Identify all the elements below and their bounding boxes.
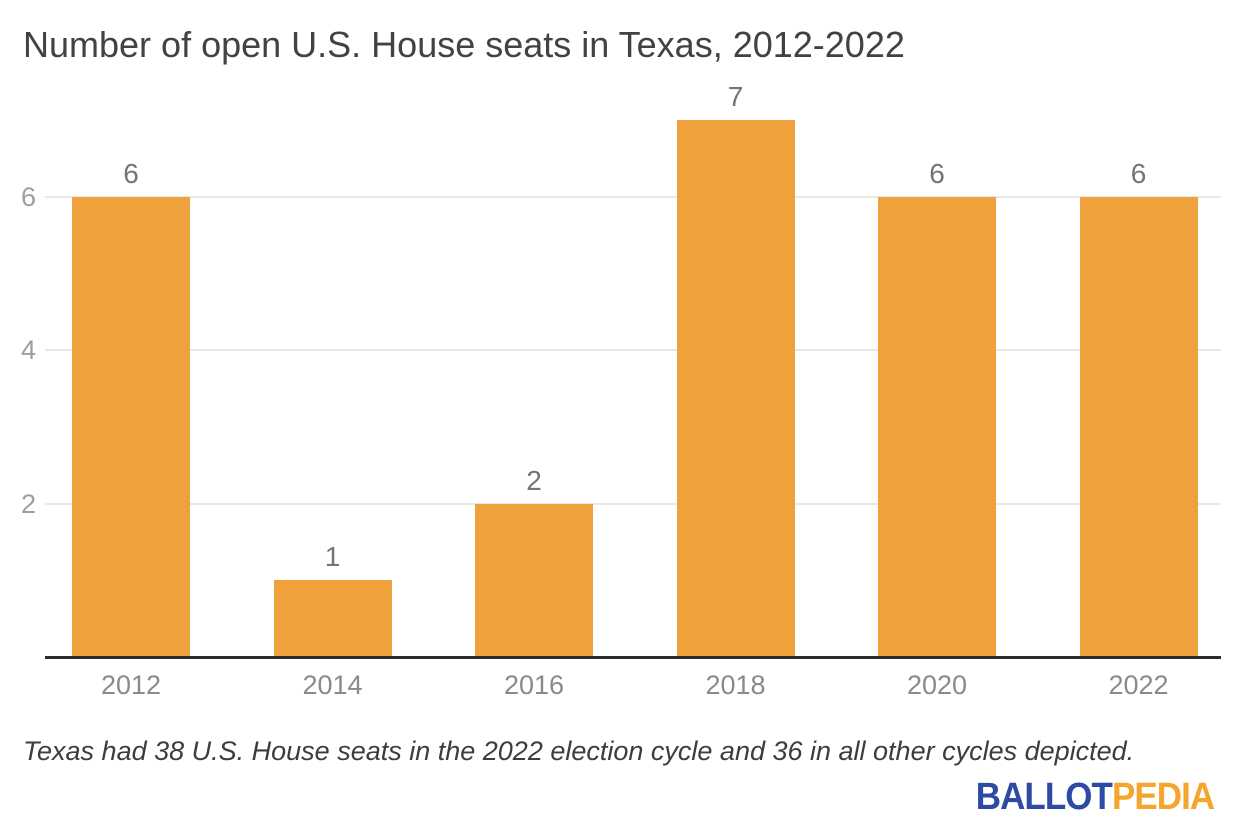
- ballotpedia-logo-ballot: BALLOT: [975, 776, 1113, 818]
- x-tick-label-2014: 2014: [302, 670, 363, 700]
- value-label-2018: 7: [727, 81, 744, 113]
- gridline-2: [45, 502, 1221, 505]
- gridline-4: [45, 349, 1221, 352]
- y-tick-label-2: 2: [20, 488, 36, 519]
- x-tick-label-2020: 2020: [906, 670, 968, 700]
- chart-title: Number of open U.S. House seats in Texas…: [23, 24, 905, 65]
- y-tick-label-4: 4: [20, 335, 36, 366]
- x-tick-label-2022: 2022: [1108, 670, 1169, 700]
- x-tick-label-2016: 2016: [503, 670, 565, 700]
- value-label-2016: 2: [526, 464, 542, 496]
- chart-footnote: Texas had 38 U.S. House seats in the 202…: [23, 736, 1135, 766]
- x-tick-label-2018: 2018: [705, 670, 766, 700]
- bar-2016[interactable]: [475, 503, 593, 657]
- bar-2014[interactable]: [273, 580, 392, 657]
- ballotpedia-logo-pedia: PEDIA: [1111, 776, 1215, 818]
- x-tick-label-2012: 2012: [100, 670, 162, 700]
- gridline-6: [45, 195, 1221, 198]
- bar-2022[interactable]: [1079, 196, 1198, 657]
- value-label-2020: 6: [929, 157, 945, 189]
- value-label-2012: 6: [123, 157, 139, 189]
- bar-2018[interactable]: [676, 120, 795, 657]
- y-tick-label-6: 6: [20, 181, 36, 212]
- ballotpedia-logo: BALLOTPEDIA: [975, 776, 1215, 819]
- bar-2012[interactable]: [72, 196, 190, 657]
- value-label-2022: 6: [1130, 157, 1147, 189]
- bar-2020[interactable]: [878, 196, 996, 657]
- x-axis-line: [45, 656, 1221, 659]
- value-label-2014: 1: [324, 541, 341, 573]
